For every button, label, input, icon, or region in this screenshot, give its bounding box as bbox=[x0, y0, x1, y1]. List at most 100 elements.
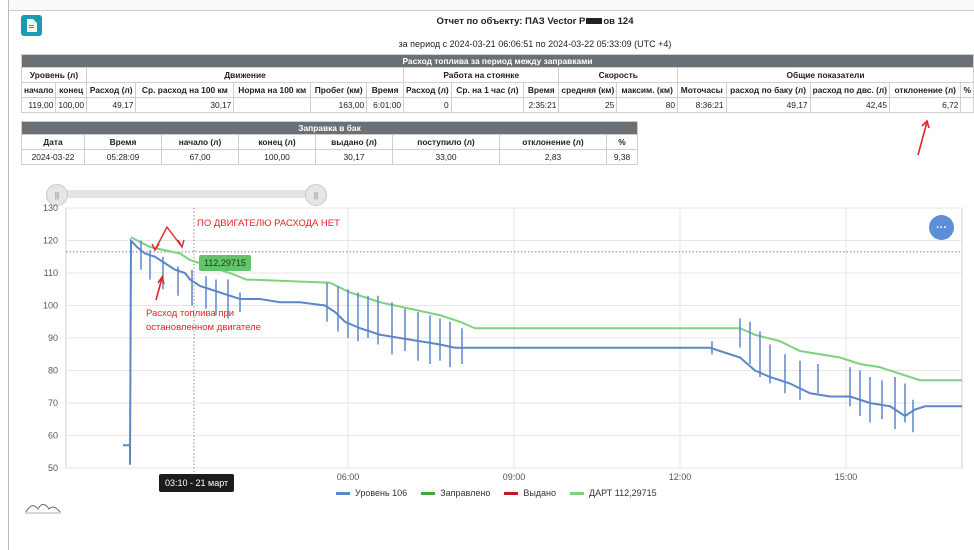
legend-swatch bbox=[421, 491, 436, 495]
legend-label: Выдано bbox=[523, 488, 557, 498]
table1-header-5: Пробег (км) bbox=[310, 82, 368, 98]
red-arrowhead-left bbox=[151, 243, 160, 252]
y-tick-label: 70 bbox=[48, 398, 58, 408]
annotation-no-engine-consumption: ПО ДВИГАТЕЛЮ РАСХОДА НЕТ bbox=[197, 218, 340, 229]
y-tick-label: 90 bbox=[48, 333, 58, 343]
table1-cell-7: 0 bbox=[403, 97, 452, 113]
table1-header-10: средняя (км) bbox=[558, 82, 618, 98]
table1-header-11: максим. (км) bbox=[616, 82, 678, 98]
table1-header-12: Моточасы bbox=[677, 82, 727, 98]
legend-label: Уровень 106 bbox=[355, 488, 408, 498]
report-title: Отчет по объекту: ПАЗ Vector Р ов 124 bbox=[0, 16, 974, 27]
table2-cell-2: 67,00 bbox=[161, 149, 239, 165]
legend-label: Заправлено bbox=[440, 488, 491, 498]
table1-cell-11: 80 bbox=[616, 97, 678, 113]
table1-header-9: Время bbox=[523, 82, 560, 98]
report-title-text: Отчет по объекту: ПАЗ Vector Р bbox=[436, 16, 586, 27]
document-icon bbox=[27, 19, 37, 32]
table2-cell-0: 2024-03-22 bbox=[21, 149, 85, 165]
table1-cell-14: 42,45 bbox=[809, 97, 890, 113]
table1-header-13: расход по баку (л) bbox=[725, 82, 811, 98]
refuel-table: Заправка в бак Дата Время начало (л) конец … bbox=[21, 121, 638, 165]
table1-cell-4 bbox=[233, 97, 312, 113]
table2-header-0: Дата bbox=[21, 134, 85, 150]
chart-menu-button[interactable]: ··· bbox=[929, 215, 954, 240]
legend-item[interactable]: Заправлено bbox=[421, 488, 490, 498]
table1-cell-13: 49,17 bbox=[725, 97, 811, 113]
group-movement: Движение bbox=[85, 67, 405, 83]
table1-header-3: Ср. расход на 100 км bbox=[135, 82, 235, 98]
table2-header-4: выдано (л) bbox=[315, 134, 393, 150]
table2-header-6: отклонение (л) bbox=[499, 134, 607, 150]
group-totals: Общие показатели bbox=[677, 67, 974, 83]
group-speed: Скорость bbox=[558, 67, 678, 83]
report-period: за период с 2024-03-21 06:06:51 по 2024-… bbox=[398, 39, 672, 49]
table1-header-4: Норма на 100 км bbox=[233, 82, 312, 98]
table1-cell-6: 6:01:00 bbox=[366, 97, 405, 113]
range-slider-right-handle[interactable]: || bbox=[305, 184, 327, 206]
table1-cell-8 bbox=[450, 97, 525, 113]
table1-section-title: Расход топлива за период между заправкам… bbox=[21, 54, 974, 68]
table1-header-15: отклонение (л) bbox=[888, 82, 962, 98]
table1-header-2: Расход (л) bbox=[85, 82, 137, 98]
table2-header-7: % bbox=[606, 134, 638, 150]
red-arrowhead-right bbox=[177, 239, 185, 249]
legend-item[interactable]: Выдано bbox=[504, 488, 556, 498]
x-tick-label: 09:00 bbox=[503, 472, 526, 482]
table1-cell-5: 163,00 bbox=[310, 97, 368, 113]
redaction-mark bbox=[586, 18, 603, 25]
table1-header-6: Время bbox=[366, 82, 405, 98]
table1-header-8: Ср. на 1 час (л) bbox=[450, 82, 525, 98]
document-button[interactable] bbox=[21, 15, 42, 36]
chart-legend: Уровень 106 Заправлено Выдано ДАРТ 112,2971… bbox=[336, 488, 657, 498]
table2-header-5: поступило (л) bbox=[392, 134, 500, 150]
fuel-level-chart[interactable]: 130 120 110 100 90 80 70 60 50 06:00 09:00 12:00 15:… bbox=[0, 200, 974, 500]
x-tick-label: 15:00 bbox=[835, 472, 858, 482]
table2-cell-6: 2,83 bbox=[499, 149, 607, 165]
table1-cell-9: 2:35:21 bbox=[523, 97, 560, 113]
table1-cell-12: 8:36:21 bbox=[677, 97, 727, 113]
table1-cell-16 bbox=[960, 97, 974, 113]
table1-cell-0: 119,00 bbox=[20, 97, 57, 113]
table1-cell-10: 25 bbox=[558, 97, 618, 113]
table2-cell-7: 9,38 bbox=[606, 149, 638, 165]
y-tick-label: 120 bbox=[43, 236, 58, 246]
range-slider-track[interactable] bbox=[50, 190, 322, 198]
table2-cell-1: 05:28:09 bbox=[84, 149, 162, 165]
table2-cell-5: 33,00 bbox=[392, 149, 500, 165]
y-tick-label: 80 bbox=[48, 366, 58, 376]
group-level: Уровень (л) bbox=[21, 67, 87, 83]
legend-label: ДАРТ 112,29715 bbox=[589, 488, 657, 498]
report-frame bbox=[8, 0, 974, 550]
table2-header-2: начало (л) bbox=[161, 134, 239, 150]
table1-header-7: Расход (л) bbox=[403, 82, 452, 98]
table1-header-14: расход по двс. (л) bbox=[809, 82, 890, 98]
annotation-consumption-engine-off: Расход топлива при остановленном двигате… bbox=[146, 308, 261, 333]
series-level-line bbox=[123, 237, 962, 465]
table2-cell-4: 30,17 bbox=[315, 149, 393, 165]
y-tick-label: 110 bbox=[44, 268, 58, 278]
table1-header-0: начало bbox=[20, 82, 57, 98]
x-tick-label: 12:00 bbox=[669, 472, 692, 482]
chart-tooltip-time: 03:10 - 21 март bbox=[159, 474, 235, 492]
red-arrowhead-engine-off bbox=[157, 275, 165, 285]
y-tick-label: 100 bbox=[43, 301, 58, 311]
red-arrow-peak bbox=[154, 225, 183, 251]
table2-header-3: конец (л) bbox=[238, 134, 316, 150]
table2-header-1: Время bbox=[84, 134, 162, 150]
legend-swatch bbox=[570, 491, 585, 495]
fuel-consumption-table: Расход топлива за период между заправкам… bbox=[20, 54, 974, 113]
range-slider-left-handle[interactable]: || bbox=[46, 184, 68, 206]
table1-header-1: конец bbox=[55, 82, 87, 98]
table1-cell-2: 49,17 bbox=[85, 97, 137, 113]
table1-cell-1: 100,00 bbox=[55, 97, 87, 113]
legend-item[interactable]: Уровень 106 bbox=[336, 488, 407, 498]
legend-item[interactable]: ДАРТ 112,29715 bbox=[570, 488, 657, 498]
chart-thumbnail-icon[interactable] bbox=[25, 500, 61, 514]
y-tick-label: 50 bbox=[48, 463, 58, 473]
table1-cell-15: 6,72 bbox=[888, 97, 962, 113]
y-tick-label: 60 bbox=[48, 431, 58, 441]
table1-cell-3: 30,17 bbox=[135, 97, 235, 113]
red-arrow-deviation bbox=[917, 119, 930, 156]
y-tick-label: 130 bbox=[43, 203, 58, 213]
